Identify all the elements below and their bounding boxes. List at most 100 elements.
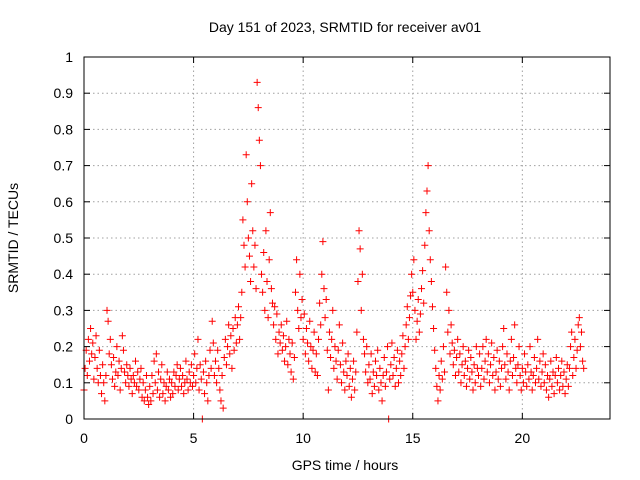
x-tick-label: 5 <box>190 430 198 446</box>
data-point <box>411 306 419 314</box>
data-point <box>160 379 168 387</box>
data-point <box>323 346 331 354</box>
data-point <box>318 270 326 278</box>
data-point <box>89 339 97 347</box>
data-point <box>563 361 571 369</box>
data-point <box>170 368 178 376</box>
data-point <box>265 256 273 264</box>
data-point <box>541 361 549 369</box>
data-point <box>129 372 137 380</box>
data-point <box>266 209 274 217</box>
y-tick-label: 0.8 <box>54 121 74 137</box>
data-point <box>490 353 498 361</box>
data-point <box>331 343 339 351</box>
data-point <box>199 368 207 376</box>
data-point <box>259 288 267 296</box>
data-point <box>404 335 412 343</box>
data-point <box>285 335 293 343</box>
data-point <box>455 368 463 376</box>
data-point <box>418 285 426 293</box>
data-point <box>204 397 212 405</box>
data-point <box>247 277 255 285</box>
x-tick-label: 0 <box>80 430 88 446</box>
data-point <box>441 368 449 376</box>
data-point <box>117 364 125 372</box>
data-point <box>289 375 297 383</box>
data-point <box>288 339 296 347</box>
data-point <box>525 375 533 383</box>
data-point <box>575 314 583 322</box>
data-point <box>565 364 573 372</box>
data-point <box>325 328 333 336</box>
data-point <box>439 343 447 351</box>
data-point <box>197 375 205 383</box>
data-point <box>290 353 298 361</box>
data-point <box>420 299 428 307</box>
data-point <box>249 227 257 235</box>
data-point <box>294 306 302 314</box>
data-point <box>121 368 129 376</box>
data-point <box>475 372 482 380</box>
data-point <box>421 241 429 249</box>
data-point <box>580 364 588 372</box>
data-point <box>546 375 554 383</box>
data-point <box>159 390 167 398</box>
data-point <box>251 241 259 249</box>
data-point <box>87 325 95 332</box>
data-point <box>482 335 490 343</box>
data-point <box>328 335 336 343</box>
data-point <box>153 386 161 394</box>
data-point <box>330 364 338 372</box>
data-point <box>516 372 524 380</box>
data-point <box>488 339 496 347</box>
data-point <box>293 256 301 264</box>
data-point <box>235 303 243 311</box>
data-point <box>340 368 348 376</box>
data-point <box>179 372 187 380</box>
data-point <box>536 357 544 365</box>
data-point <box>258 270 266 278</box>
data-point <box>133 382 141 390</box>
data-point <box>308 364 316 372</box>
data-point <box>345 382 353 390</box>
data-point <box>214 346 222 354</box>
data-point <box>433 382 441 390</box>
data-point <box>342 357 350 365</box>
data-point <box>415 328 423 336</box>
data-point <box>230 346 238 354</box>
data-point <box>374 346 382 354</box>
data-point <box>275 328 283 336</box>
data-point <box>92 332 100 340</box>
data-point <box>508 372 516 380</box>
data-point <box>261 306 269 314</box>
data-point <box>168 379 176 387</box>
data-point <box>443 288 451 296</box>
data-point <box>511 321 519 329</box>
data-point <box>409 288 417 296</box>
data-point <box>353 328 361 336</box>
data-point <box>152 350 160 358</box>
data-point <box>250 263 258 271</box>
data-point <box>426 256 434 264</box>
data-point <box>241 263 249 271</box>
data-point <box>375 386 383 394</box>
data-point <box>494 375 502 383</box>
data-point <box>515 343 523 351</box>
data-point <box>155 368 163 376</box>
data-point <box>127 375 135 383</box>
data-point <box>139 379 147 387</box>
y-tick-label: 0.1 <box>54 375 74 391</box>
data-point <box>245 252 253 260</box>
data-point <box>480 375 488 383</box>
data-point <box>210 372 218 380</box>
data-point <box>558 357 566 365</box>
data-point <box>368 390 376 398</box>
data-point <box>228 364 236 372</box>
data-point <box>390 353 398 361</box>
data-point <box>298 296 306 304</box>
data-point <box>444 328 452 336</box>
data-point <box>524 361 532 369</box>
data-point <box>451 372 459 380</box>
data-point <box>458 361 466 369</box>
data-point <box>358 270 366 278</box>
